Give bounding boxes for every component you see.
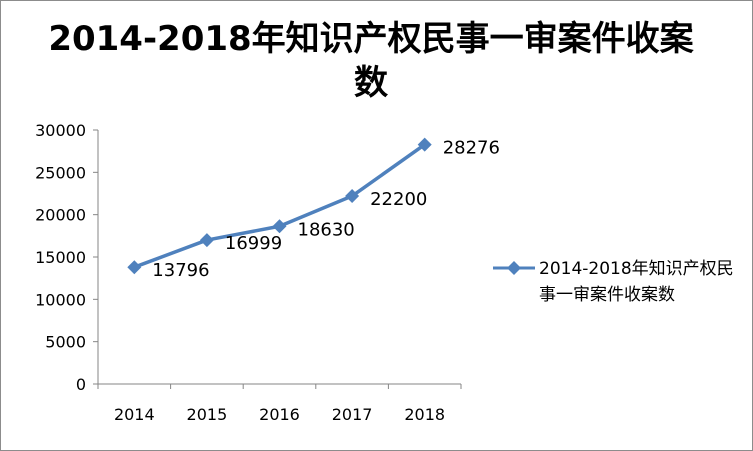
data-point-marker (345, 189, 360, 204)
x-axis-ticks: 2014 2015 2016 2017 2018 (97, 384, 462, 424)
y-tick-label: 30000 (35, 121, 86, 140)
y-tick-label: 5000 (45, 333, 86, 352)
y-tick-label: 20000 (35, 206, 86, 225)
data-label: 22200 (370, 189, 427, 210)
x-tick-label: 2015 (187, 405, 228, 424)
chart-title: 2014-2018年知识产权民事一审案件收案数 (48, 19, 694, 103)
y-tick-label: 25000 (35, 163, 86, 182)
data-label: 18630 (298, 219, 355, 240)
x-tick-label: 2017 (332, 405, 373, 424)
data-label: 13796 (152, 260, 209, 281)
y-tick-label: 15000 (35, 248, 86, 267)
data-label: 28276 (443, 138, 500, 159)
data-label: 16999 (225, 233, 282, 254)
legend-label: 2014-2018年知识产权民事一审案件收案数 (539, 259, 734, 305)
series-group: 13796 16999 18630 22200 28276 (127, 137, 500, 281)
x-tick-label: 2018 (404, 405, 445, 424)
legend: 2014-2018年知识产权民事一审案件收案数 (491, 256, 746, 308)
y-axis-ticks: 0 5000 10000 15000 20000 25000 30000 (35, 121, 98, 394)
legend-marker (493, 261, 535, 275)
x-tick-label: 2014 (114, 405, 155, 424)
y-tick-label: 10000 (35, 290, 86, 309)
y-tick-label: 0 (76, 375, 86, 394)
data-point-marker (127, 260, 142, 275)
data-point-marker (272, 219, 287, 234)
x-tick-label: 2016 (259, 405, 300, 424)
data-point-marker (199, 233, 214, 248)
data-point-marker (417, 137, 432, 152)
